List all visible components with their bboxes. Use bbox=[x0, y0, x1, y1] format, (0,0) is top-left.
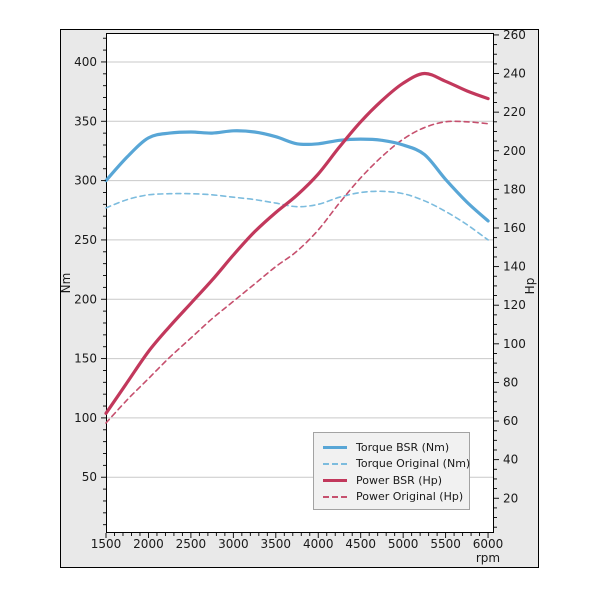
legend-line-sample-solid-blue bbox=[323, 445, 347, 449]
legend-line-sample-dashed-red bbox=[323, 495, 347, 498]
nm-tick-label: 250 bbox=[74, 233, 97, 247]
nm-tick-label: 350 bbox=[74, 114, 97, 128]
legend-label: Torque Original (Nm) bbox=[356, 457, 471, 471]
legend-line-sample-solid-red bbox=[323, 478, 347, 482]
series-power-bsr-hp bbox=[104, 71, 490, 415]
legend-label: Power BSR (Hp) bbox=[356, 473, 443, 487]
chart-legend: Torque BSR (Nm) Torque Original (Nm) Pow… bbox=[313, 432, 470, 510]
hp-tick-label: 140 bbox=[503, 260, 526, 274]
rpm-tick-label: 3000 bbox=[218, 537, 249, 551]
legend-item-torque-original: Torque Original (Nm) bbox=[323, 456, 470, 472]
hp-tick-label: 240 bbox=[503, 67, 526, 81]
rpm-tick-label: 1500 bbox=[91, 537, 122, 551]
right-axis-label: Hp bbox=[523, 278, 537, 295]
hp-tick-label: 180 bbox=[503, 182, 526, 196]
left-axis-label: Nm bbox=[59, 273, 73, 294]
rpm-tick-label: 2500 bbox=[176, 537, 207, 551]
hp-tick-label: 120 bbox=[503, 298, 526, 312]
legend-line-sample-dashed-blue bbox=[323, 462, 347, 465]
nm-tick-label: 200 bbox=[74, 292, 97, 306]
legend-item-power-bsr: Power BSR (Hp) bbox=[323, 472, 463, 488]
rpm-tick-label: 4500 bbox=[345, 537, 376, 551]
nm-tick-label: 50 bbox=[82, 470, 97, 484]
hp-tick-label: 160 bbox=[503, 221, 526, 235]
rpm-tick-label: 5000 bbox=[388, 537, 419, 551]
nm-tick-label: 400 bbox=[74, 55, 97, 69]
axis-tick-labels: 50 100 150 200 250 300 350 400 20 40 60 80 100 120 140… bbox=[74, 28, 526, 551]
hp-tick-label: 60 bbox=[503, 414, 518, 428]
rpm-tick-label: 3500 bbox=[261, 537, 292, 551]
series-power-original-hp bbox=[105, 120, 489, 424]
rpm-tick-label: 2000 bbox=[133, 537, 164, 551]
rpm-tick-label: 4000 bbox=[303, 537, 334, 551]
hp-tick-label: 20 bbox=[503, 491, 518, 505]
hp-tick-label: 100 bbox=[503, 337, 526, 351]
hp-tick-label: 200 bbox=[503, 144, 526, 158]
hp-tick-label: 260 bbox=[503, 28, 526, 42]
nm-tick-label: 100 bbox=[74, 411, 97, 425]
axis-ticks bbox=[101, 34, 499, 538]
rpm-tick-label: 6000 bbox=[473, 537, 504, 551]
plot-area-border bbox=[106, 33, 494, 533]
series-torque-bsr-nm bbox=[104, 129, 490, 223]
series-torque-original-nm bbox=[105, 190, 489, 241]
legend-item-torque-bsr: Torque BSR (Nm) bbox=[323, 439, 463, 455]
hp-tick-label: 40 bbox=[503, 453, 518, 467]
hp-tick-label: 220 bbox=[503, 105, 526, 119]
gridlines bbox=[106, 61, 494, 478]
legend-label: Power Original (Hp) bbox=[356, 490, 464, 504]
nm-tick-label: 150 bbox=[74, 352, 97, 366]
curves bbox=[104, 71, 490, 424]
rpm-tick-label: 5500 bbox=[430, 537, 461, 551]
legend-label: Torque BSR (Nm) bbox=[356, 440, 450, 454]
nm-tick-label: 300 bbox=[74, 174, 97, 188]
legend-item-power-original: Power Original (Hp) bbox=[323, 489, 463, 505]
hp-tick-label: 80 bbox=[503, 375, 518, 389]
x-axis-label: rpm bbox=[476, 551, 500, 565]
